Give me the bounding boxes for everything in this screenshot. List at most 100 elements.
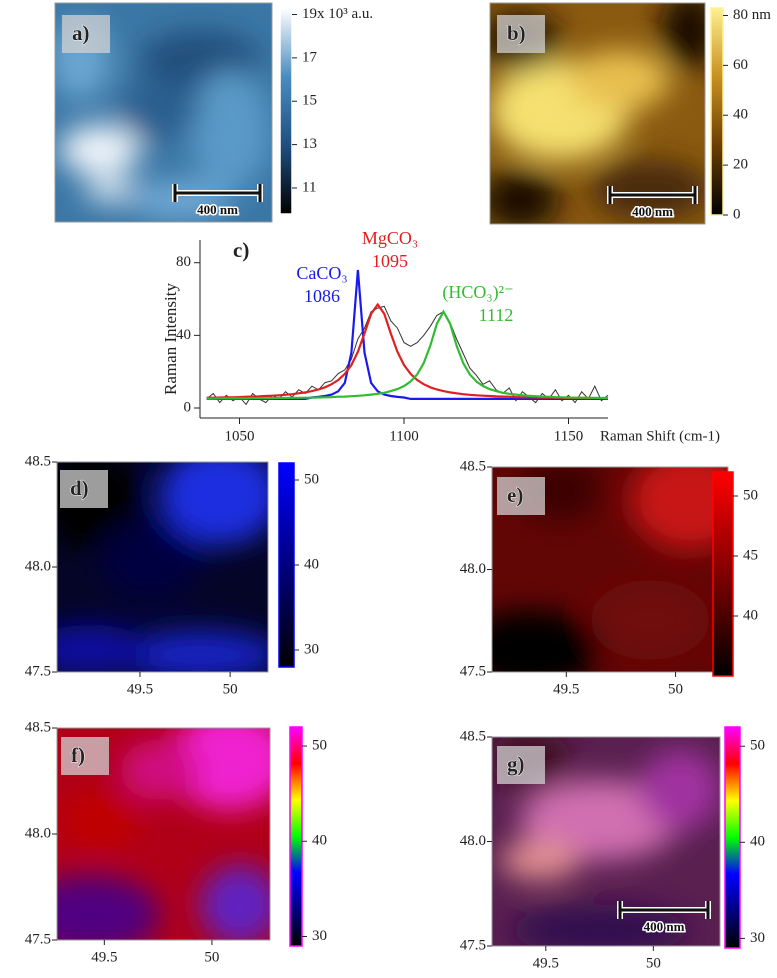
image-frame	[54, 2, 273, 223]
fit-curve	[206, 309, 608, 400]
colorbar-tick-label: 50	[312, 737, 327, 753]
image-blob	[590, 160, 705, 220]
y-tick-label: 48.0	[25, 825, 51, 841]
image-blob	[660, 3, 705, 70]
image-blob	[120, 630, 268, 672]
colorbar-tick-label: 13	[302, 136, 317, 152]
y-tick-label: 48.0	[460, 833, 486, 849]
colorbar-tick-label: 15	[302, 93, 317, 109]
colorbar	[710, 7, 724, 216]
x-tick-label: 1150	[554, 428, 583, 444]
colorbar-tick-label: 40	[743, 607, 758, 623]
x-tick-label: 1100	[389, 428, 418, 444]
colorbar-tick-label: 50	[304, 471, 319, 487]
colorbar	[289, 726, 303, 947]
peak-position: 1086	[304, 286, 340, 306]
y-tick-label: 48.0	[460, 561, 486, 577]
image-texture	[57, 728, 270, 940]
image-blob	[520, 780, 680, 860]
image-blob	[57, 875, 160, 940]
scale-bar-label: 400 nm	[197, 202, 238, 217]
peak-position: 1112	[479, 305, 514, 325]
x-axis-label: Raman Shift (cm-1)	[600, 428, 720, 444]
y-tick-label: 48.5	[25, 719, 51, 735]
peak-name: (HCO₃)²⁻	[442, 282, 513, 303]
x-tick-label: 50	[646, 955, 661, 971]
image-blob	[570, 50, 670, 110]
x-tick-label: 49.5	[127, 681, 153, 697]
image-blob	[57, 625, 150, 672]
image-blob	[200, 865, 270, 940]
colorbar-tick-label: 80 nm	[733, 7, 771, 23]
colorbar-tick-label: 40	[733, 107, 748, 123]
panel-label-box	[497, 15, 545, 53]
x-tick-label: 49.5	[91, 949, 117, 965]
image-blob	[85, 178, 135, 202]
panel-label-box	[497, 477, 545, 515]
panel-label-box	[497, 746, 545, 784]
image-blob	[490, 170, 560, 224]
image-blob	[190, 70, 270, 190]
x-tick-label: 50	[668, 681, 683, 697]
image-blob	[60, 125, 140, 175]
image-blob	[640, 750, 720, 830]
x-tick-label: 1050	[224, 428, 254, 444]
panel-label-box	[62, 15, 110, 53]
colorbar-tick-label: 30	[304, 641, 319, 657]
colorbar-tick-label: 40	[750, 834, 765, 850]
scale-bar-label: 400 nm	[644, 919, 685, 934]
image-blob	[120, 80, 200, 140]
y-tick-label: 48.0	[25, 558, 51, 574]
image-blur	[492, 737, 720, 946]
fit-curve	[206, 302, 609, 400]
image-blur	[492, 467, 728, 672]
colorbar-tick-label: 19x 10³ a.u.	[302, 6, 373, 22]
colorbar	[724, 726, 741, 949]
image-texture	[492, 467, 728, 672]
image-blob	[170, 728, 270, 810]
x-tick-label: 49.5	[533, 955, 559, 971]
panel-label: a)	[72, 21, 90, 45]
image-frame	[489, 2, 706, 225]
image-blob	[590, 580, 710, 660]
colorbar-tick-label: 50	[743, 487, 758, 503]
colorbar-tick-label: 0	[733, 206, 741, 222]
peak-position: 1095	[372, 251, 408, 271]
colorbar-tick-label: 11	[302, 179, 316, 195]
image-blob	[120, 740, 200, 800]
y-tick-label: 47.5	[460, 937, 486, 953]
panel-label: f)	[71, 743, 85, 767]
colorbar-tick-label: 40	[304, 556, 319, 572]
panel-label-box	[61, 737, 109, 775]
panel-label: g)	[507, 752, 525, 776]
image-texture	[492, 737, 720, 946]
y-axis-label: Raman Intensity	[161, 283, 180, 395]
fit-curve	[206, 269, 608, 400]
y-tick-label: 40	[176, 327, 191, 343]
image-blob	[500, 840, 580, 880]
colorbar	[712, 471, 734, 677]
y-tick-label: 48.5	[25, 453, 51, 469]
colorbar-tick-label: 17	[302, 49, 318, 65]
image-blob	[160, 462, 268, 545]
colorbar-tick-label: 30	[750, 930, 765, 946]
colorbar-tick-label: 40	[312, 833, 327, 849]
y-tick-label: 47.5	[460, 663, 486, 679]
scale-bar-label: 400 nm	[632, 204, 673, 219]
image-blob	[60, 790, 140, 850]
colorbar-tick-label: 30	[312, 928, 327, 944]
panel-label: e)	[507, 483, 523, 507]
raw-spectrum	[206, 305, 609, 406]
colorbar-tick-label: 45	[743, 547, 758, 563]
colorbar-tick-label: 50	[750, 738, 765, 754]
panel-label-box	[60, 470, 108, 508]
x-tick-label: 49.5	[553, 681, 579, 697]
image-blob	[630, 467, 728, 550]
x-tick-label: 50	[204, 949, 219, 965]
y-tick-label: 47.5	[25, 663, 51, 679]
peak-name: MgCO₃	[362, 228, 418, 248]
x-tick-label: 50	[223, 681, 238, 697]
panel-label: b)	[507, 21, 526, 45]
colorbar-tick-label: 60	[733, 57, 748, 73]
